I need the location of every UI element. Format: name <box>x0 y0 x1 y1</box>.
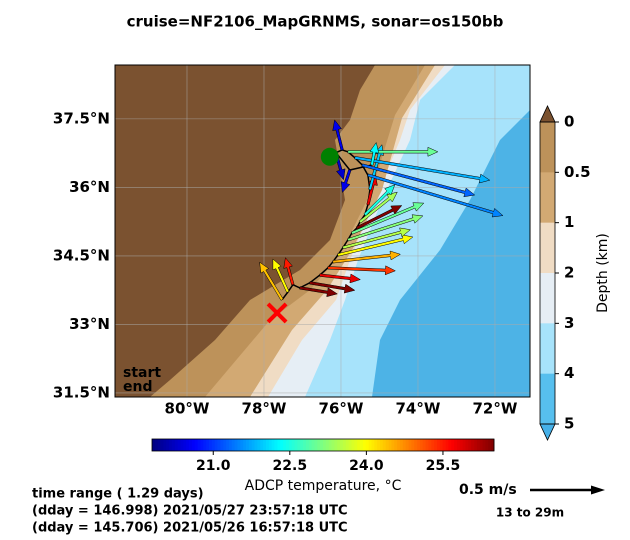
current-arrow <box>367 173 504 218</box>
x-tick-label: 80°W <box>165 400 210 418</box>
current-arrow <box>332 250 402 264</box>
y-tick-label: 37.5°N <box>53 109 110 127</box>
reference-label: 0.5 m/s <box>459 482 517 498</box>
depth-level <box>540 373 555 425</box>
vectors <box>259 119 504 324</box>
colorbar-tick-label: 21.0 <box>196 458 231 474</box>
graticule <box>115 65 530 397</box>
depth-tick-label: 2 <box>564 264 574 282</box>
current-arrow <box>319 273 361 284</box>
depth-level <box>540 172 555 223</box>
depth-extend-top <box>539 105 556 123</box>
time-start: (dday = 145.706) 2021/05/26 16:57:18 UTC <box>32 521 348 536</box>
x-tick-label: 74°W <box>396 400 441 418</box>
basemap <box>115 65 530 397</box>
current-arrow <box>309 281 356 294</box>
current-arrow <box>358 191 398 224</box>
current-arrow <box>347 146 439 157</box>
map-frame <box>114 64 531 398</box>
current-arrow <box>350 202 425 235</box>
current-arrow <box>363 184 396 217</box>
colorbar-frame <box>151 438 495 452</box>
depth-level <box>540 273 555 324</box>
current-arrow <box>272 258 290 293</box>
depth-extend-bottom <box>539 423 556 441</box>
time-range: time range ( 1.29 days) <box>32 487 204 502</box>
time-end: (dday = 146.998) 2021/05/27 23:57:18 UTC <box>32 504 348 519</box>
depth-level <box>540 222 555 274</box>
start-label: start <box>123 365 161 381</box>
current-arrow <box>259 261 284 301</box>
title: cruise=NF2106_MapGRNMS, sonar=os150bb <box>127 13 504 31</box>
current-arrow <box>354 156 491 184</box>
temperature-colorbar: 21.0 22.5 24.0 25.5 <box>151 438 495 474</box>
depth-tick-label: 4 <box>564 364 574 382</box>
colorbar-tick-label: 24.0 <box>349 458 384 474</box>
current-arrow <box>337 234 414 257</box>
depth-tick-label: 0.5 <box>564 163 591 181</box>
depth-level <box>540 122 555 173</box>
colorbar-tick-label: 25.5 <box>426 458 461 474</box>
current-arrow <box>299 286 338 298</box>
start-marker <box>320 147 339 166</box>
depth-tick-label: 5 <box>564 415 574 433</box>
depth-tick-label: 0 <box>564 113 574 131</box>
y-tick-label: 34.5°N <box>53 246 110 264</box>
current-arrow <box>327 265 397 276</box>
depth-level <box>540 323 555 374</box>
end-label: end <box>123 379 152 395</box>
current-arrow <box>347 214 424 242</box>
depth-tick-label: 1 <box>564 213 574 231</box>
y-tick-label: 36°N <box>69 178 110 196</box>
current-arrow <box>342 227 411 250</box>
y-tick-label: 31.5°N <box>53 383 110 401</box>
current-arrow <box>340 169 352 194</box>
current-arrow <box>332 119 344 151</box>
depth-range: 13 to 29m <box>496 506 564 520</box>
reference-arrow <box>530 485 605 495</box>
colorbar-label: ADCP temperature, °C <box>245 478 402 494</box>
depth-tick-label: 3 <box>564 314 574 332</box>
current-arrow <box>283 257 295 286</box>
depth-colorbar: 0 0.5 1 2 3 4 5 <box>539 105 591 441</box>
current-arrow <box>369 141 380 166</box>
current-arrow <box>361 163 476 198</box>
x-tick-label: 78°W <box>242 400 287 418</box>
depth-label: Depth (km) <box>595 233 611 313</box>
y-tick-label: 33°N <box>69 315 110 333</box>
x-tick-label: 76°W <box>319 400 364 418</box>
current-arrow <box>355 205 403 230</box>
end-marker <box>266 302 288 324</box>
x-tick-label: 72°W <box>473 400 518 418</box>
colorbar-tick-label: 22.5 <box>273 458 308 474</box>
